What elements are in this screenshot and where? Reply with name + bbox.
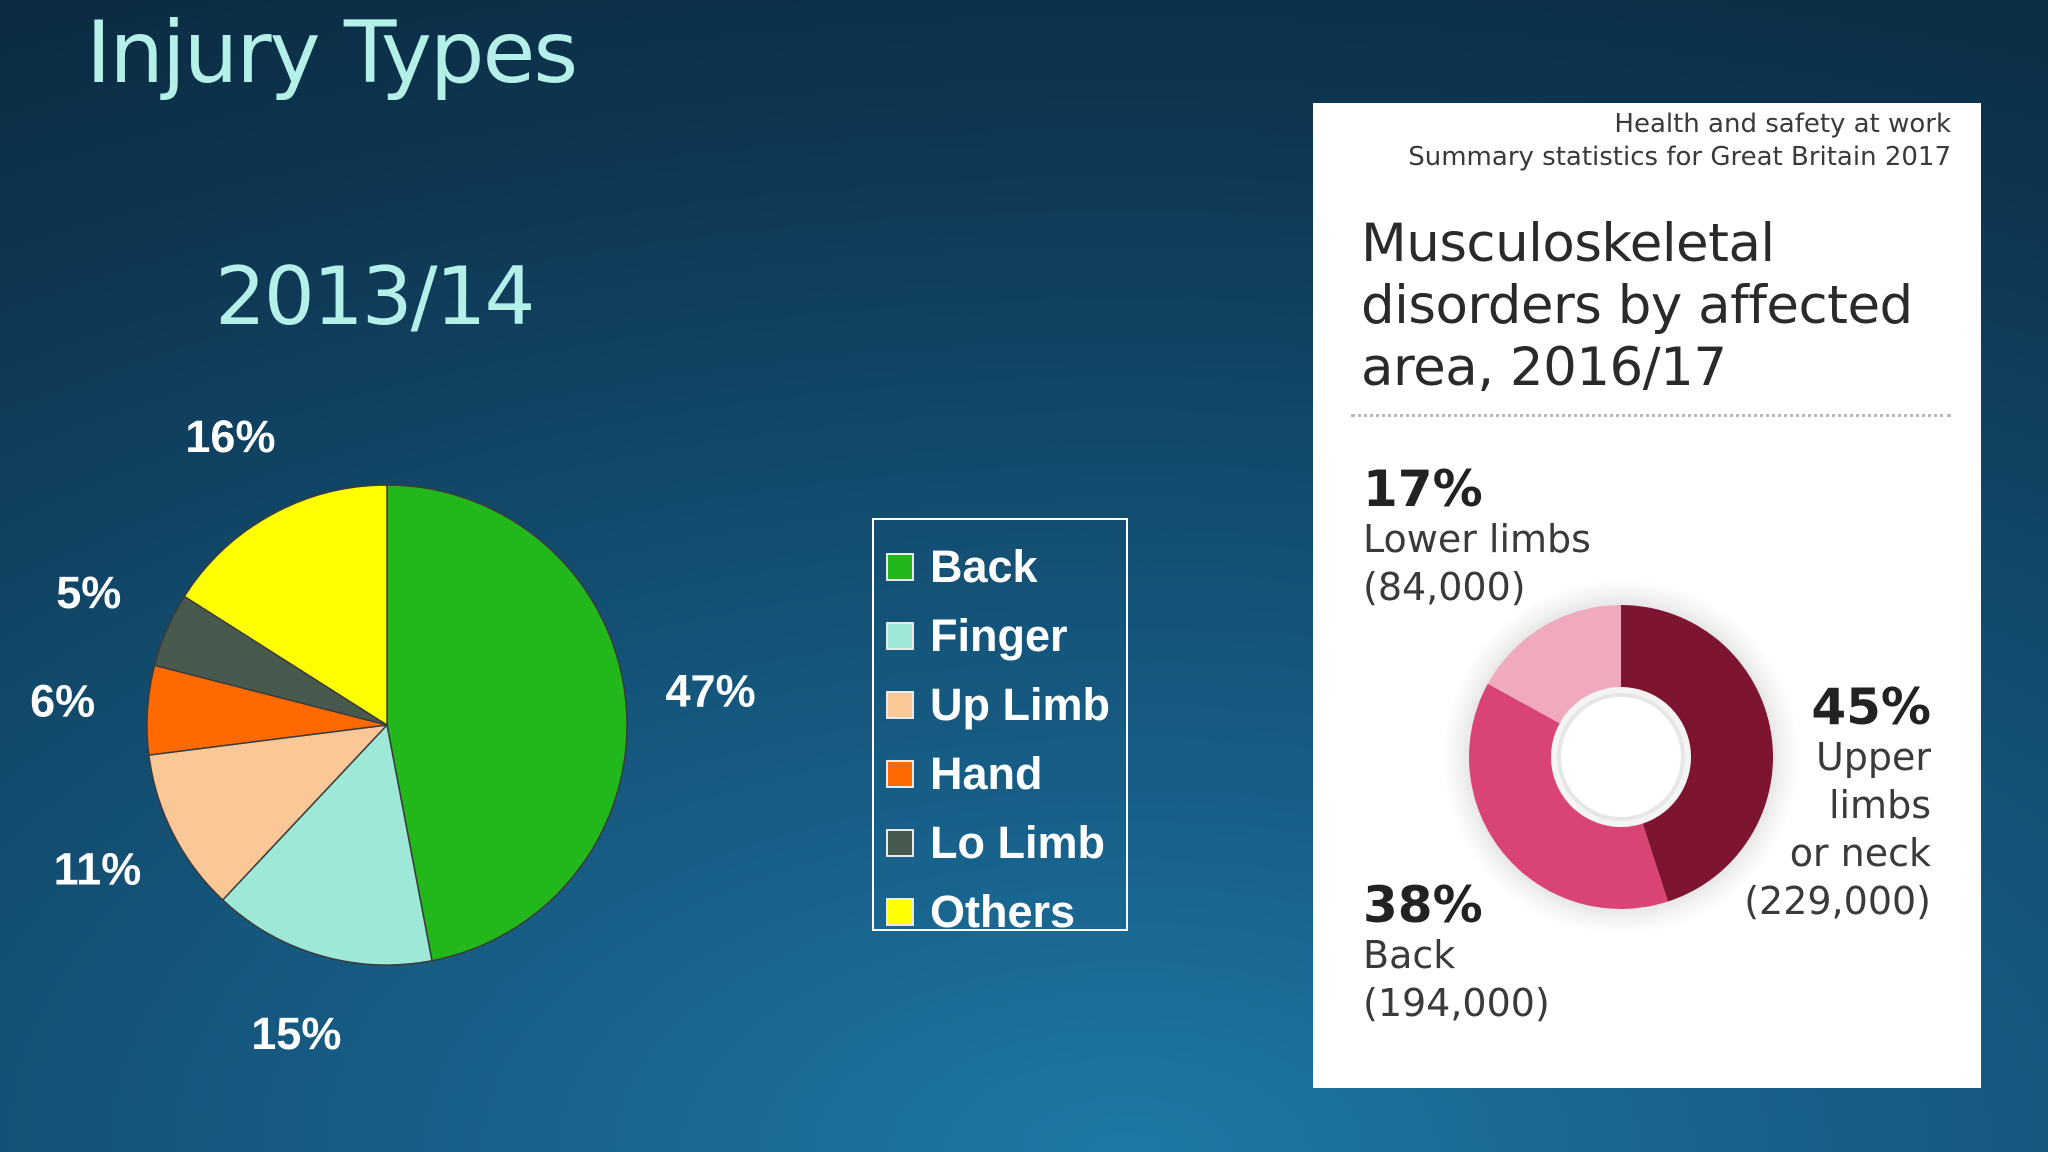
stat-count: (194,000): [1363, 981, 1550, 1025]
legend-item-back: Back: [874, 532, 1126, 601]
panel-source-header: Health and safety at work Summary statis…: [1408, 108, 1951, 174]
legend-swatch-lo-limb: [886, 828, 914, 857]
donut-chart: [1443, 579, 1799, 935]
infographic-panel: Health and safety at work Summary statis…: [1313, 103, 1981, 1088]
stat-line: Back: [1363, 933, 1456, 977]
pie-legend: Back Finger Up Limb Hand Lo Limb Others: [872, 518, 1128, 937]
legend-item-up-limb: Up Limb: [874, 670, 1126, 739]
stat-pct: 38%: [1363, 876, 1483, 934]
pie-slice-up-limb: [148, 723, 389, 902]
legend-label-hand: Hand: [930, 747, 1043, 799]
donut-hole: [1557, 693, 1685, 821]
pie-label-finger: 15%: [251, 1008, 341, 1059]
legend-label-finger: Finger: [930, 609, 1068, 661]
pie-label-others: 16%: [185, 411, 275, 462]
legend-swatch-back: [886, 552, 914, 581]
legend-item-finger: Finger: [874, 601, 1126, 670]
stat-line: or neck: [1789, 831, 1931, 875]
stat-line: Lower limbs: [1363, 517, 1591, 561]
dotted-divider: [1351, 414, 1951, 417]
stat-pct: 17%: [1363, 460, 1483, 518]
stat-count: (84,000): [1363, 565, 1526, 609]
donut-slice-upper-limbs-or-neck: [1621, 605, 1774, 902]
legend-swatch-up-limb: [886, 690, 914, 719]
legend-label-up-limb: Up Limb: [930, 678, 1110, 730]
legend-label-lo-limb: Lo Limb: [930, 816, 1105, 868]
donut-slice-back: [1469, 683, 1668, 910]
pie-slice-others: [183, 484, 388, 727]
stat-lower-limbs: 17% Lower limbs (84,000): [1363, 463, 1591, 611]
stat-line: limbs: [1828, 783, 1931, 827]
stat-pct: 45%: [1811, 678, 1931, 736]
pie-chart-title: 2013/14: [215, 250, 535, 343]
pie-label-hand: 6%: [30, 675, 95, 726]
pie-label-up-limb: 11%: [54, 843, 142, 894]
donut-slice-lower-limbs: [1487, 605, 1621, 724]
stat-count: (229,000): [1744, 879, 1931, 923]
legend-item-others: Others: [874, 877, 1126, 946]
legend-label-others: Others: [930, 885, 1076, 937]
legend-label-back: Back: [930, 540, 1038, 592]
pie-label-back: 47%: [666, 665, 756, 716]
pie-slice-finger: [221, 723, 433, 966]
source-line: Summary statistics for Great Britain 201…: [1408, 142, 1951, 172]
donut-chart-title: Musculoskeletal disorders by affected ar…: [1361, 213, 1913, 398]
slide-title: Injury Types: [86, 3, 578, 103]
pie-label-lo-limb: 5%: [56, 567, 121, 618]
source-line: Health and safety at work: [1614, 109, 1951, 139]
legend-item-hand: Hand: [874, 739, 1126, 808]
stat-upper-limbs: 45% Upper limbs or neck (229,000): [1744, 681, 1931, 925]
legend-swatch-hand: [886, 759, 914, 788]
pie-slice-back: [386, 484, 628, 962]
legend-swatch-finger: [886, 621, 914, 650]
legend-item-lo-limb: Lo Limb: [874, 808, 1126, 877]
stat-line: Upper: [1815, 735, 1931, 779]
stat-back: 38% Back (194,000): [1363, 879, 1550, 1027]
legend-swatch-others: [886, 897, 914, 926]
